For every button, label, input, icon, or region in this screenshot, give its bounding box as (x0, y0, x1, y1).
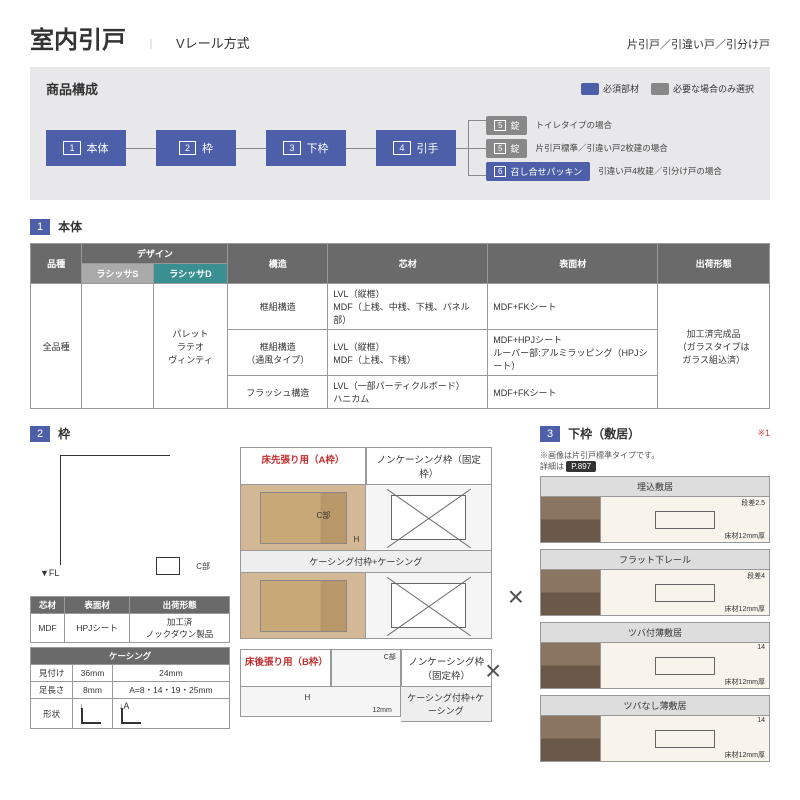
door-photo (241, 573, 366, 638)
sill-title: フラット下レール (540, 549, 770, 570)
sill-photo (541, 570, 601, 615)
sill-diagram: 床材12mm厚段差2.5 (601, 497, 769, 542)
page-title: 室内引戸 (30, 20, 126, 55)
section-3-note: ※画像は片引戸標準タイプです。 詳細は P.897 (540, 450, 770, 472)
frame-material-table: 芯材表面材出荷形態 MDFHPJシート加工済 ノックダウン製品 (30, 596, 230, 643)
sill-diagram: 床材12mm厚14 (601, 643, 769, 688)
section-1-header: 1 本体 (30, 218, 770, 235)
swatch-required (581, 83, 599, 95)
a-frame-casing-row (240, 573, 492, 639)
flow-connector (126, 148, 156, 149)
shape-diagram-1: ↓ (73, 699, 113, 729)
flow-connector (346, 148, 376, 149)
b-frame-diagram: C部 (331, 649, 401, 687)
section-3-header: 3 下枠（敷居） ※1 (540, 425, 770, 442)
a-frame-label: 床先張り用（A枠） (240, 447, 366, 485)
multiply-icon: × (502, 581, 530, 613)
sill-title: ツバ付薄敷居 (540, 622, 770, 643)
sill-group: ツバなし薄敷居 床材12mm厚14 (540, 695, 770, 762)
legend-required: 必須部材 (581, 82, 639, 95)
cross-section-diagram (366, 573, 490, 638)
page-header: 室内引戸 ｜ Vレール方式 片引戸／引違い戸／引分け戸 (30, 20, 770, 55)
legend-optional: 必要な場合のみ選択 (651, 82, 754, 95)
casing-header-b: ケーシング付枠+ケーシング (401, 687, 492, 722)
section-2-header: 2 枠 (30, 425, 230, 442)
door-types: 片引戸／引違い戸／引分け戸 (627, 36, 770, 52)
branch-row: 5錠 トイレタイプの場合 (486, 116, 722, 135)
section-2-column: 2 枠 ▼FL C部 芯材表面材出荷形態 MDFHPJシート加工済 ノックダウン… (30, 425, 230, 733)
swatch-optional (651, 83, 669, 95)
legend: 必須部材 必要な場合のみ選択 (581, 82, 754, 95)
sill-title: 埋込敷居 (540, 476, 770, 497)
sill-title: ツバなし薄敷居 (540, 695, 770, 716)
cross-section-diagram (366, 485, 490, 550)
frame-variants-column: 床先張り用（A枠） ノンケーシング枠（固定枠） C部H ケーシング付枠+ケーシン… (240, 425, 492, 722)
frame-diagram: ▼FL C部 (30, 450, 230, 590)
noncasing-header-b: ノンケーシング枠（固定枠） (401, 649, 492, 687)
branch-connector (456, 108, 486, 188)
flow-connector (236, 148, 266, 149)
branch-box-lock1: 5錠 (486, 116, 527, 135)
casing-header: ケーシング付枠+ケーシング (240, 551, 492, 573)
flow-box-3: 3下枠 (266, 130, 346, 166)
a-frame-noncasing-row: C部H (240, 485, 492, 551)
sill-diagram: 床材12mm厚14 (601, 716, 769, 761)
noncasing-header: ノンケーシング枠（固定枠） (366, 447, 492, 485)
flow-box-2: 2枠 (156, 130, 236, 166)
branch-row: 6召し合せパッキン 引違い戸4枚建／引分け戸の場合 (486, 162, 722, 181)
casing-table: ケーシング 見付け36mm24mm 足長さ8mmA=8・14・19・25mm 形… (30, 647, 230, 729)
sill-photo (541, 643, 601, 688)
section-3-column: 3 下枠（敷居） ※1 ※画像は片引戸標準タイプです。 詳細は P.897 埋込… (540, 425, 770, 768)
sill-diagram: 床材12mm厚段差4 (601, 570, 769, 615)
composition-panel: 商品構成 必須部材 必要な場合のみ選択 1本体 2枠 3下枠 4引手 5錠 トイ… (30, 67, 770, 200)
branch-box-packing: 6召し合せパッキン (486, 162, 590, 181)
page-subtitle: Vレール方式 (176, 33, 250, 52)
flow-box-1: 1本体 (46, 130, 126, 166)
main-spec-table: 品種 デザイン 構造 芯材 表面材 出荷形態 ラシッサS ラシッサD 全品種 パ… (30, 243, 770, 409)
sill-group: 埋込敷居 床材12mm厚段差2.5 (540, 476, 770, 543)
door-photo: C部H (241, 485, 366, 550)
multiply-icon: × (485, 655, 501, 687)
shape-diagram-2: ↓A (112, 699, 229, 729)
flow-diagram: 1本体 2枠 3下枠 4引手 5錠 トイレタイプの場合 5錠 片引戸標準／引違い… (46, 108, 754, 188)
composition-title: 商品構成 (46, 79, 98, 98)
sill-group: ツバ付薄敷居 床材12mm厚14 (540, 622, 770, 689)
sill-photo (541, 716, 601, 761)
page-ref: P.897 (566, 461, 596, 472)
sill-group: フラット下レール 床材12mm厚段差4 (540, 549, 770, 616)
sill-photo (541, 497, 601, 542)
title-separator: ｜ (146, 36, 156, 51)
b-frame-detail: H 12mm (240, 687, 401, 717)
branch-box-lock2: 5錠 (486, 139, 527, 158)
b-frame-label: 床後張り用（B枠） (240, 649, 331, 687)
branch-row: 5錠 片引戸標準／引違い戸2枚建の場合 (486, 139, 722, 158)
flow-box-4: 4引手 (376, 130, 456, 166)
